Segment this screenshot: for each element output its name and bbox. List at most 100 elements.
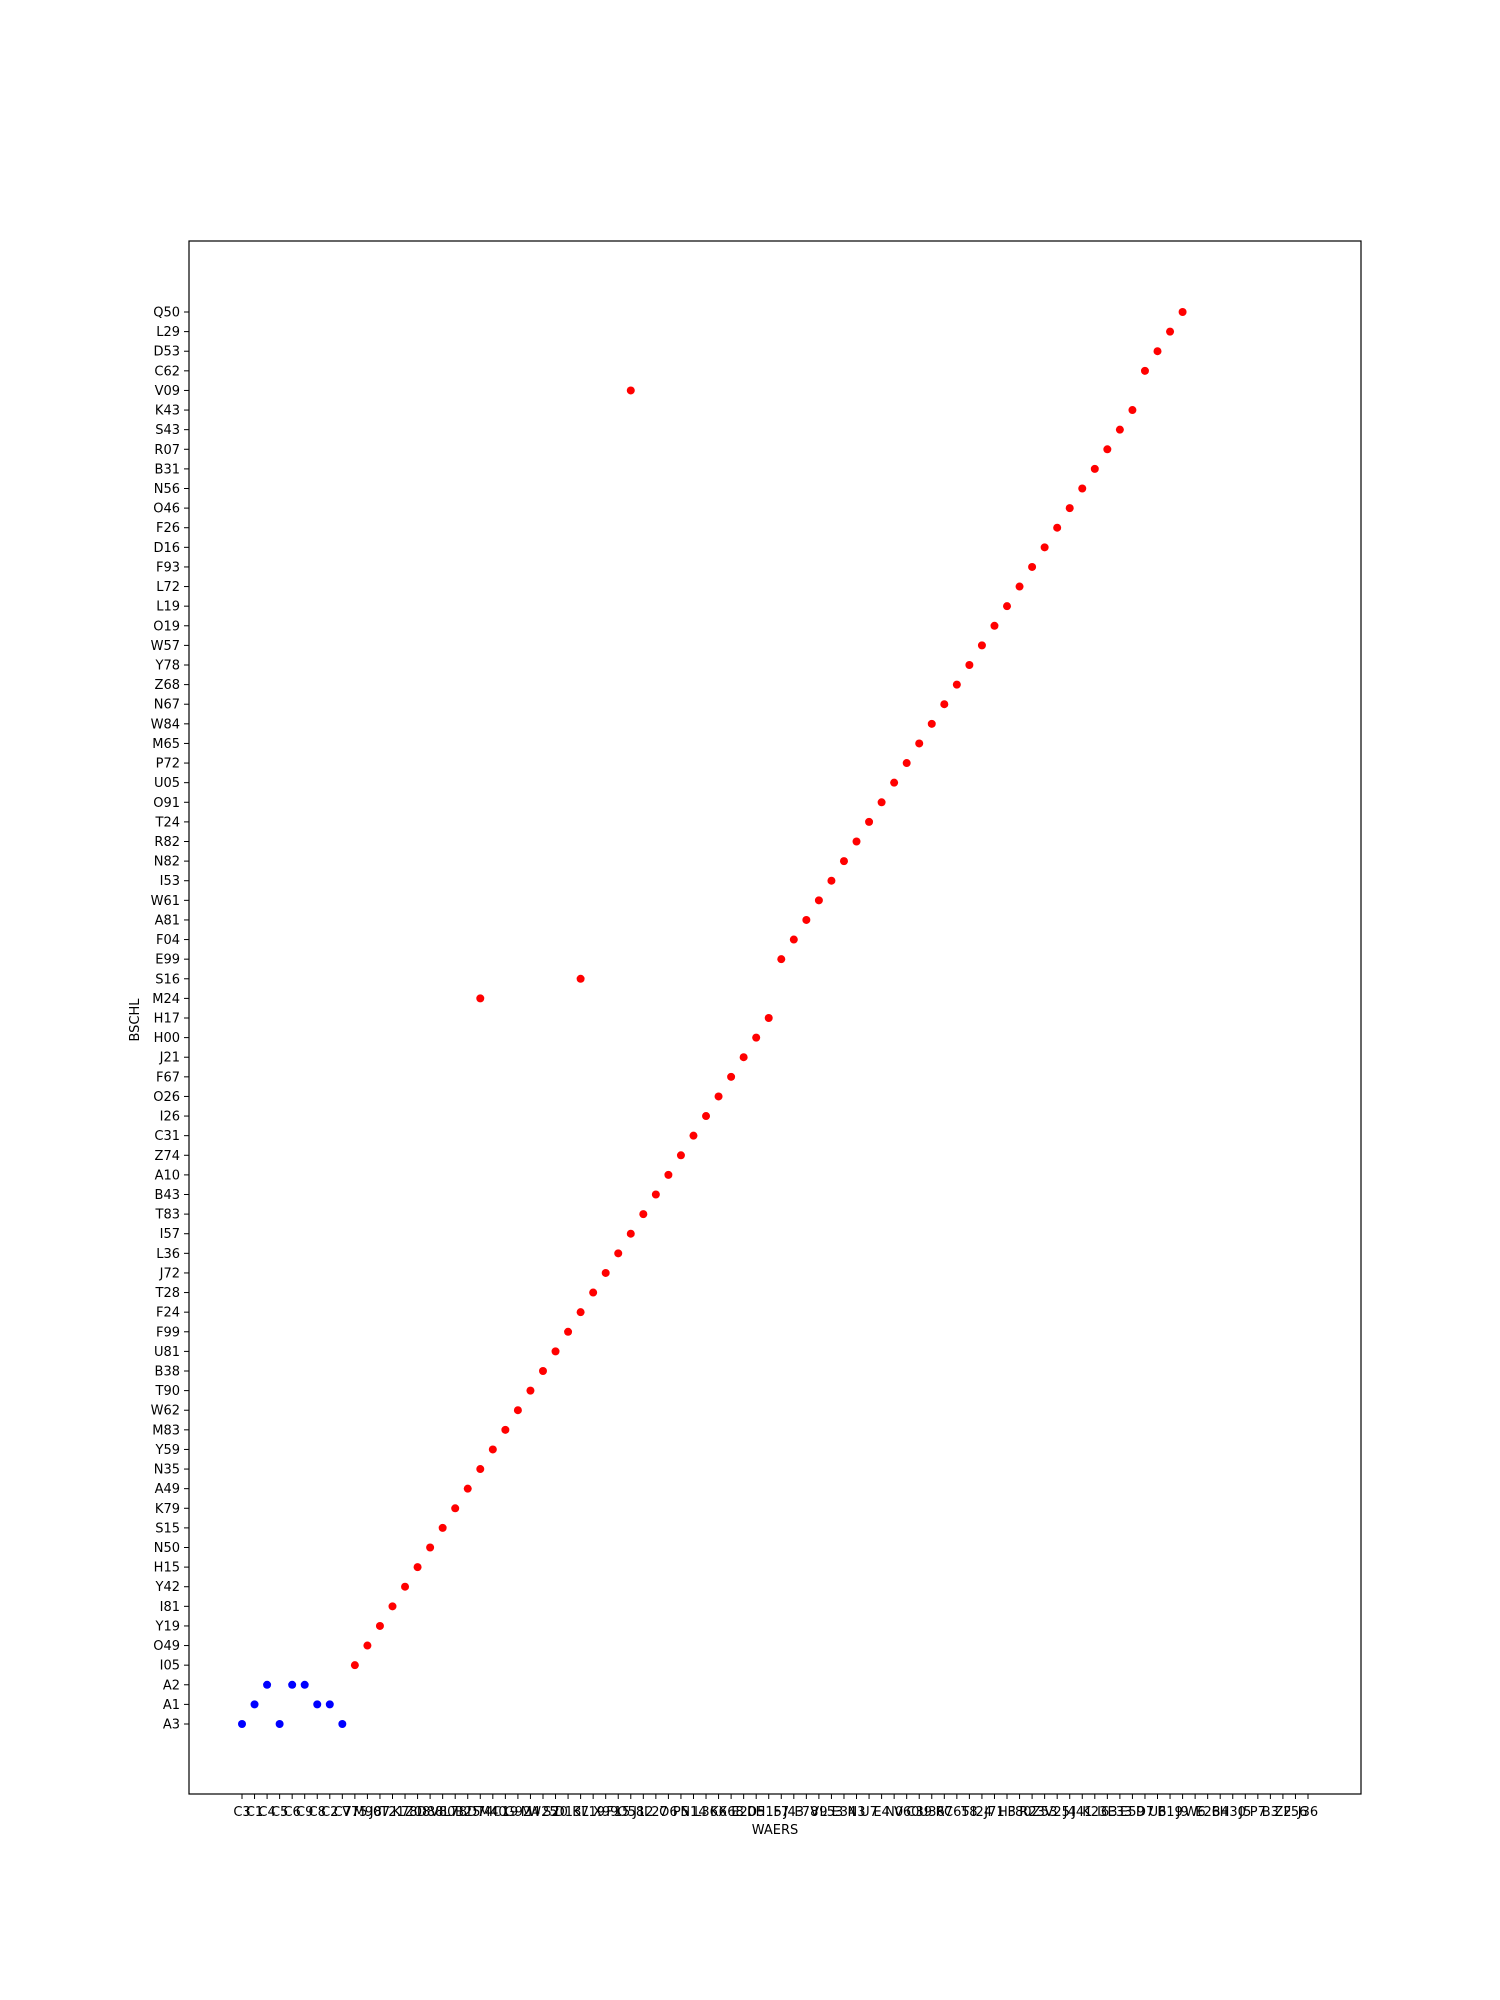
x-tick-label: K78 (392, 1805, 417, 1820)
data-point (1015, 582, 1024, 591)
x-tick-label: L27 (644, 1805, 668, 1820)
y-tick-label: A3 (163, 1718, 180, 1733)
x-tick-label: C19 (493, 1805, 519, 1820)
data-point (476, 994, 485, 1003)
x-tick-label: F15 (606, 1805, 630, 1820)
y-tick-label: M83 (152, 1423, 180, 1438)
x-tick-label: L53 (820, 1805, 844, 1820)
data-point (325, 1700, 334, 1709)
x-tick-label: E33 (1107, 1805, 1132, 1820)
data-point (952, 680, 961, 689)
data-point (890, 778, 899, 787)
y-tick-label: C62 (154, 364, 180, 379)
y-tick-label: N50 (154, 1541, 180, 1556)
y-tick-label: B43 (155, 1188, 180, 1203)
x-tick-label: D5 (747, 1805, 765, 1820)
data-point (739, 1053, 748, 1062)
data-point (614, 1249, 623, 1258)
x-tick-label: C5 (271, 1805, 288, 1820)
x-tick-label: N14 (680, 1805, 706, 1820)
y-tick-label: O19 (153, 619, 180, 634)
plot-frame (188, 240, 1362, 1795)
y-tick-label: L19 (156, 600, 180, 615)
y-tick-label: H15 (154, 1561, 180, 1576)
x-tick-label: J36 (1297, 1805, 1318, 1820)
y-tick-label: F04 (156, 933, 180, 948)
y-tick-label: B31 (155, 462, 180, 477)
y-tick-label: R07 (154, 443, 180, 458)
y-tick-label: Q50 (153, 306, 180, 321)
y-tick-label: I57 (160, 1227, 180, 1242)
x-tick-label: R23 (1019, 1805, 1045, 1820)
data-points (238, 308, 1187, 1728)
data-point (488, 1445, 497, 1454)
data-point (1090, 464, 1099, 473)
x-tick-label: X68 (718, 1805, 743, 1820)
x-tick-label: H3 (998, 1805, 1016, 1820)
x-tick-label: U6 (1149, 1805, 1167, 1820)
data-point (877, 798, 886, 807)
x-tick-label: B19 (1157, 1805, 1182, 1820)
data-point (689, 1131, 698, 1140)
x-tick-label: K23 (1082, 1805, 1107, 1820)
data-point (501, 1425, 510, 1434)
y-tick-label: P72 (156, 757, 180, 772)
data-point (551, 1347, 560, 1356)
data-point (827, 876, 836, 885)
x-tick-label: M40 (479, 1805, 507, 1820)
y-tick-label: O46 (153, 502, 180, 517)
data-point (564, 1327, 573, 1336)
x-tick-label: S20 (543, 1805, 568, 1820)
data-point (852, 837, 861, 846)
y-tick-label: W61 (151, 894, 180, 909)
y-axis: A3 A1 A2 I05 O49 Y19 I81 Y42 H15 N50 S15 K79 A49 N35 Y… (151, 306, 189, 1733)
data-point (526, 1386, 535, 1395)
x-tick-label: T21 (379, 1805, 404, 1820)
x-tick-label: G92 (505, 1805, 532, 1820)
y-tick-label: Y42 (155, 1580, 180, 1595)
y-tick-label: W84 (151, 717, 180, 732)
y-tick-label: M24 (152, 992, 180, 1007)
y-tick-label: N82 (154, 855, 180, 870)
data-point (940, 700, 949, 709)
data-point (626, 386, 635, 395)
y-tick-label: I53 (160, 874, 180, 889)
data-point (250, 1700, 259, 1709)
y-tick-label: W57 (151, 639, 180, 654)
data-point (865, 817, 874, 826)
x-tick-label: E26 (1195, 1805, 1220, 1820)
data-point (1065, 504, 1074, 513)
x-tick-label: J71 (983, 1805, 1004, 1820)
data-point (1153, 347, 1162, 356)
x-tick-label: C7 (334, 1805, 351, 1820)
x-tick-label: D74 (467, 1805, 494, 1820)
data-point (727, 1072, 736, 1081)
x-tick-label: N0 (885, 1805, 903, 1820)
x-tick-label: F7 (773, 1805, 789, 1820)
x-tick-label: B3 (1262, 1805, 1279, 1820)
x-tick-label: C2 (321, 1805, 338, 1820)
data-point (275, 1720, 284, 1728)
data-point (288, 1680, 297, 1689)
y-tick-label: D53 (153, 345, 180, 360)
x-tick-label: F80 (1008, 1805, 1032, 1820)
data-point (1003, 602, 1012, 611)
y-tick-label: J21 (159, 1051, 180, 1066)
y-tick-label: O91 (153, 796, 180, 811)
y-tick-label: I26 (160, 1110, 180, 1125)
data-point (1028, 562, 1037, 571)
x-tick-label: H30 (1220, 1805, 1246, 1820)
data-point (263, 1680, 272, 1689)
x-tick-label: F56 (1283, 1805, 1307, 1820)
y-tick-label: D16 (153, 541, 180, 556)
y-tick-label: A49 (155, 1482, 180, 1497)
x-tick-label: K6 (710, 1805, 727, 1820)
x-tick-label: C3 (233, 1805, 250, 1820)
y-tick-label: C31 (154, 1129, 180, 1144)
y-tick-label: Y59 (155, 1443, 180, 1458)
y-tick-label: E99 (155, 953, 180, 968)
data-point (1053, 523, 1062, 532)
y-tick-label: J72 (159, 1266, 180, 1281)
data-point (589, 1288, 598, 1297)
y-tick-label: B38 (155, 1365, 180, 1380)
